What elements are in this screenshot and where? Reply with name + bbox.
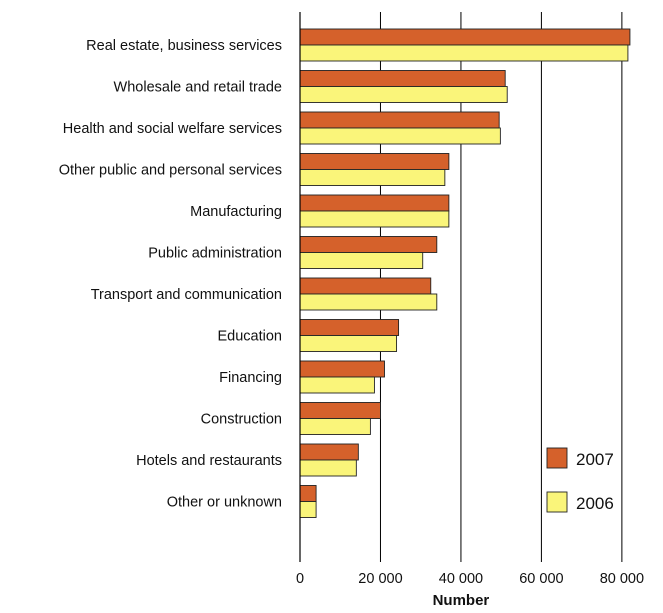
bar-2007 <box>299 111 500 129</box>
bar-2007 <box>299 485 317 502</box>
bar-2007 <box>299 360 385 378</box>
bar-2007 <box>299 319 400 336</box>
category-label: Education <box>218 329 283 345</box>
category-label: Transport and communication <box>91 287 282 303</box>
legend: 2007 2006 <box>546 447 614 513</box>
bars <box>299 28 631 518</box>
bar-2006 <box>299 86 508 103</box>
category-label: Real estate, business services <box>86 38 282 54</box>
bar-2006 <box>299 210 450 228</box>
x-tick-label: 80 000 <box>600 571 644 587</box>
category-label: Health and social welfare services <box>63 121 282 137</box>
bar-2006 <box>299 501 317 518</box>
category-label: Wholesale and retail trade <box>114 80 282 96</box>
bar-2006 <box>299 459 357 477</box>
category-labels: Real estate, business services Wholesale … <box>59 38 282 511</box>
x-tick-label: 20 000 <box>358 571 402 587</box>
bar-2007 <box>299 443 359 461</box>
bar-2007 <box>299 277 432 295</box>
legend-swatch-2006 <box>546 491 568 513</box>
category-label: Other or unknown <box>167 495 282 511</box>
legend-label: 2006 <box>576 494 614 513</box>
legend-swatch-2007 <box>546 447 568 469</box>
bar-2006 <box>299 44 629 62</box>
category-label: Public administration <box>148 246 282 262</box>
category-label: Hotels and restaurants <box>136 453 282 469</box>
category-label: Other public and personal services <box>59 163 282 179</box>
bar-2006 <box>299 335 398 352</box>
bar-2007 <box>299 236 438 253</box>
bar-2007 <box>299 28 631 46</box>
bar-2007 <box>299 70 506 87</box>
legend-label: 2007 <box>576 450 614 469</box>
x-tick-labels: 0 20 000 40 000 60 000 80 000 <box>296 571 644 587</box>
bar-2007 <box>299 194 450 212</box>
bar-2006 <box>299 252 424 269</box>
category-label: Construction <box>201 412 282 428</box>
bar-2006 <box>299 169 446 186</box>
x-axis-title: Number <box>433 592 490 609</box>
bar-2007 <box>299 153 450 170</box>
category-label: Manufacturing <box>190 204 282 220</box>
bar-2006 <box>299 293 438 311</box>
x-tick-label: 0 <box>296 571 304 587</box>
bar-2006 <box>299 376 375 394</box>
bar-2006 <box>299 127 501 145</box>
x-tick-label: 40 000 <box>439 571 483 587</box>
bar-2007 <box>299 402 381 419</box>
x-tick-label: 60 000 <box>519 571 563 587</box>
bar-2006 <box>299 418 371 435</box>
category-label: Financing <box>219 370 282 386</box>
